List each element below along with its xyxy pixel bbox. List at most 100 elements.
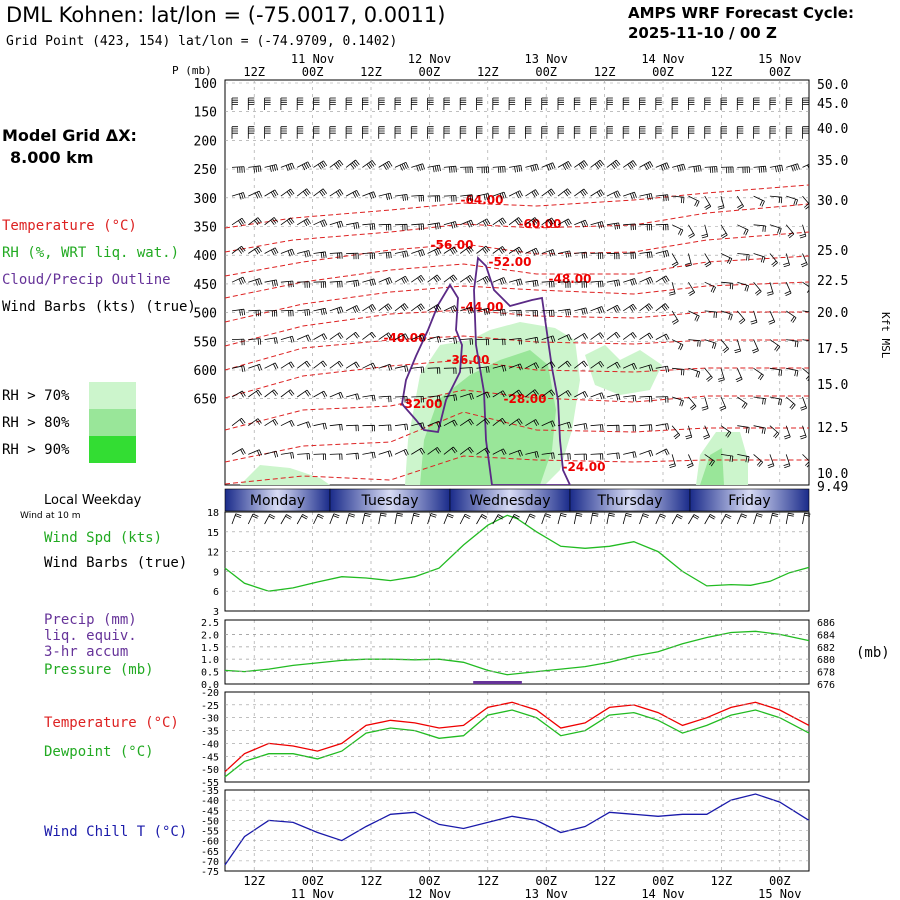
temperature-tick: -50 (201, 765, 219, 776)
wind-barb (443, 246, 458, 255)
wind-barb (280, 389, 295, 398)
wind-barb (639, 276, 654, 285)
wind-barb (655, 194, 669, 202)
wind-barb (362, 97, 369, 110)
wind-barb (671, 224, 684, 236)
wind-barb (394, 275, 409, 284)
wind-barb (476, 218, 491, 227)
dewpoint-label: Dewpoint (°C) (44, 744, 154, 760)
wind-barb (313, 333, 328, 341)
windchill-tick: -50 (201, 816, 219, 827)
wind-speed-tick: 3 (213, 607, 219, 618)
wind-barb (248, 190, 263, 199)
wind-barb (394, 365, 409, 373)
top-time-tick: 12Z (360, 65, 382, 79)
wind-barb (574, 307, 588, 315)
wind-barb (639, 364, 654, 372)
wind-barb (671, 163, 686, 172)
weekday-label: Monday (250, 493, 305, 509)
wind-barb (720, 253, 733, 265)
legend-rh90-label: RH > 90% (2, 442, 70, 458)
wind-barb (459, 274, 474, 283)
top-date-label: 12 Nov (408, 52, 451, 66)
temperature-contour-label: -44.00 (461, 300, 504, 314)
temperature-contour (225, 203, 809, 253)
wind-barb (394, 333, 409, 341)
wind-barb (655, 365, 670, 373)
bottom-date-label: 14 Nov (641, 887, 684, 900)
wind-barb (378, 223, 392, 231)
wind-barb (557, 421, 572, 429)
wind-barb (769, 396, 783, 406)
surface-wind-barb (329, 513, 340, 525)
wind-barb (264, 279, 278, 287)
wind-barb (639, 332, 654, 340)
wind-barb (802, 126, 809, 139)
legend-rh80-label: RH > 80% (2, 415, 70, 431)
temperature-contour (225, 335, 809, 371)
wind-barb (345, 393, 360, 401)
rh-region-surface-70 (240, 465, 330, 485)
top-time-tick: 00Z (535, 65, 557, 79)
wind-barb (329, 126, 336, 139)
bottom-time-tick: 12Z (711, 874, 733, 888)
wind-barb (280, 452, 295, 459)
pressure-line (224, 630, 810, 676)
wind-barb (443, 446, 458, 455)
wind-barb (685, 425, 693, 440)
wind-barb (622, 303, 637, 312)
wind-barb (345, 97, 353, 110)
model-grid-label: Model Grid ΔX: (2, 126, 137, 145)
wind-barb (736, 195, 744, 210)
precip-label: Precip (mm) (44, 612, 137, 628)
wind-barb (411, 274, 425, 283)
pressure-tick-label: 150 (194, 106, 217, 121)
height-tick-label: 15.0 (817, 378, 848, 393)
wind-barb (296, 389, 311, 398)
legend-rh80-swatch (89, 409, 136, 436)
precip-tick: 1.5 (201, 643, 219, 654)
wind-barb (557, 161, 572, 171)
wind-barb (769, 224, 782, 235)
bottom-time-tick: 12Z (243, 874, 265, 888)
wind-barb (427, 222, 441, 230)
wind-barb (639, 193, 653, 201)
surface-wind-barb (313, 513, 324, 525)
wind-barb (590, 189, 605, 198)
surface-wind-barb (639, 513, 649, 525)
wind-barb (671, 97, 679, 110)
wind-barb (655, 423, 670, 430)
wind-barb (411, 163, 425, 172)
wind-barb (557, 308, 572, 316)
wind-barb (655, 448, 670, 456)
wind-barb (573, 97, 581, 110)
cross-section-panel: P (mb) Kft MSL -64.00 -60.00 -56.00 -52.00 -… (172, 52, 892, 871)
wind-speed-tick: 6 (213, 587, 219, 598)
wind-barb (753, 396, 766, 405)
wind-barb (394, 223, 408, 231)
wind-barb (606, 126, 613, 139)
surface-wind-barb (476, 514, 488, 525)
wind-barb (541, 162, 556, 171)
wind-barb (753, 253, 766, 263)
wind-barb (492, 364, 507, 372)
pressure-tick-label: 250 (194, 163, 217, 178)
wind-barb (264, 247, 279, 256)
wind-barb (280, 162, 295, 172)
wind-barb (248, 389, 262, 398)
wind-barb (717, 195, 725, 210)
wind-barb (574, 188, 588, 197)
wind-barb (799, 425, 807, 440)
wind-barb (525, 163, 539, 172)
bottom-time-tick: 12Z (477, 874, 499, 888)
wind-barb (378, 332, 393, 340)
wind-barb (329, 423, 343, 431)
temperature-label: Temperature (°C) (44, 715, 179, 731)
wind-barb (736, 310, 746, 325)
wind-barb (313, 188, 328, 197)
forecast-cycle-label: AMPS WRF Forecast Cycle: (628, 4, 854, 22)
pressure-tick-label: 350 (194, 221, 217, 236)
wind-barb (704, 454, 715, 467)
pressure-tick-label: 500 (194, 307, 217, 322)
